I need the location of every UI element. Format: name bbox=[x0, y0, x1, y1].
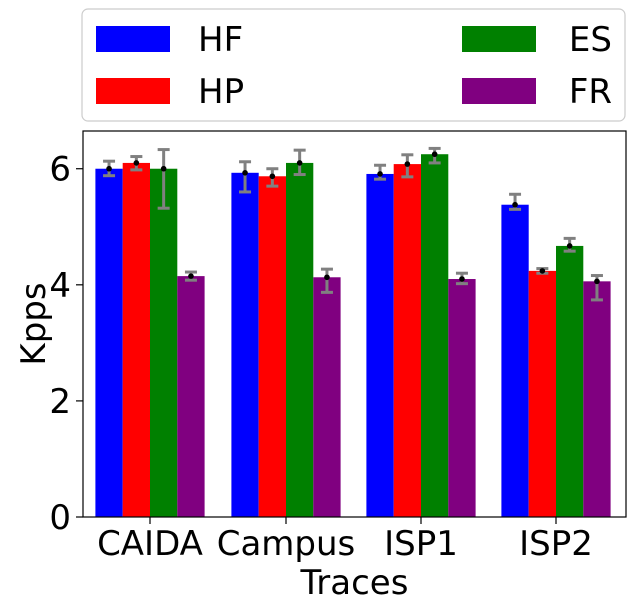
legend: HF HP ES FR bbox=[81, 8, 626, 122]
legend-swatch bbox=[96, 26, 170, 52]
mean-point-es-isp2 bbox=[566, 243, 573, 249]
bar-hp-isp1 bbox=[393, 164, 421, 518]
y-axis: 0 2 4 6 bbox=[49, 150, 83, 538]
x-tick-label-isp1: ISP1 bbox=[384, 524, 458, 564]
mean-point-fr-isp2 bbox=[594, 278, 600, 285]
error-bar-fr-campus bbox=[320, 267, 333, 294]
bar-fr-isp1 bbox=[448, 279, 476, 517]
legend-label: FR bbox=[569, 72, 612, 112]
mean-point-hf-isp1 bbox=[377, 171, 383, 177]
bar-hp-campus bbox=[258, 176, 286, 517]
x-tick-label-caida: CAIDA bbox=[97, 524, 203, 564]
bar-es-isp2 bbox=[556, 245, 584, 517]
mean-point-hp-isp1 bbox=[404, 161, 411, 167]
mean-point-es-caida bbox=[160, 165, 167, 172]
x-axis-label: Traces bbox=[300, 563, 409, 603]
error-bars bbox=[103, 146, 603, 302]
legend-item-hf: HF bbox=[96, 20, 243, 60]
legend-label: HF bbox=[198, 20, 243, 60]
mean-point-es-isp1 bbox=[431, 151, 438, 158]
plot-frame bbox=[82, 130, 627, 518]
bar-hf-isp1 bbox=[366, 173, 394, 518]
bar-hp-caida bbox=[122, 162, 150, 517]
mean-point-fr-isp1 bbox=[459, 276, 465, 282]
legend-label: HP bbox=[198, 72, 244, 112]
mean-point-hf-caida bbox=[106, 165, 112, 172]
bar-es-isp1 bbox=[421, 154, 449, 517]
x-tick-label-isp2: ISP2 bbox=[519, 524, 593, 564]
bar-es-campus bbox=[286, 162, 314, 517]
mean-point-hp-caida bbox=[133, 160, 140, 166]
y-tick-label: 6 bbox=[49, 150, 71, 190]
legend-item-fr: FR bbox=[462, 72, 612, 112]
legend-swatch bbox=[462, 26, 536, 52]
y-tick-label: 2 bbox=[49, 382, 71, 422]
mean-point-es-campus bbox=[296, 160, 303, 166]
bar-es-caida bbox=[150, 168, 178, 518]
legend-swatch bbox=[96, 78, 170, 104]
bar-hf-caida bbox=[95, 168, 123, 518]
legend-box bbox=[81, 8, 626, 122]
bar-fr-isp2 bbox=[583, 281, 611, 517]
bar-fr-campus bbox=[313, 277, 341, 517]
bar-hf-isp2 bbox=[501, 204, 529, 518]
mean-point-fr-campus bbox=[324, 274, 330, 281]
mean-point-hp-isp2 bbox=[539, 268, 546, 274]
error-bar-es-caida bbox=[157, 148, 170, 210]
bars bbox=[95, 154, 611, 518]
error-bar-hf-campus bbox=[239, 160, 252, 194]
legend-item-hp: HP bbox=[96, 72, 244, 112]
bar-hf-campus bbox=[231, 172, 259, 517]
x-axis: CAIDA Campus ISP1 ISP2 bbox=[97, 517, 593, 564]
y-tick-label: 0 bbox=[49, 498, 71, 538]
x-tick-label-campus: Campus bbox=[217, 524, 356, 564]
y-tick-label: 4 bbox=[49, 266, 71, 306]
mean-point-hf-isp2 bbox=[512, 201, 518, 208]
bar-fr-caida bbox=[177, 276, 205, 517]
y-axis-label: Kpps bbox=[14, 282, 54, 365]
mean-point-fr-caida bbox=[188, 273, 194, 279]
legend-label: ES bbox=[569, 20, 612, 60]
mean-point-hp-campus bbox=[269, 173, 276, 180]
legend-item-es: ES bbox=[462, 20, 612, 60]
mean-point-hf-campus bbox=[242, 169, 248, 176]
bar-hp-isp2 bbox=[528, 270, 556, 517]
legend-swatch bbox=[462, 78, 536, 104]
